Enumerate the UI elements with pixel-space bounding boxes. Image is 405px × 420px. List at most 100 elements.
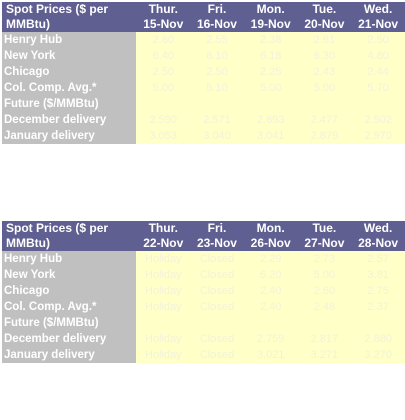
price-cell: 2.29 [243,251,298,267]
header-row: Spot Prices ($ per Thur. Fri. Mon. Tue. … [2,221,405,236]
price-cell: Closed [190,267,244,283]
price-cell: 3.270 [351,347,405,363]
column-date: 22-Nov [136,236,191,251]
header-row: MMBtu) 22-Nov 23-Nov 26-Nov 27-Nov 28-No… [2,236,405,251]
table-row: Henry Hub Holiday Closed 2.29 2.73 2.57 [2,251,405,267]
price-cell: Holiday [136,331,191,347]
price-cell: Holiday [136,299,191,315]
price-cell: Closed [190,251,244,267]
column-day: Mon. [243,221,298,236]
column-date: 19-Nov [243,17,298,32]
price-cell: 5.00 [297,80,352,96]
price-cell: 5.00 [297,267,352,283]
column-day: Mon. [243,2,298,17]
price-cell: 6.18 [243,48,298,64]
price-cell [297,315,352,331]
price-cell: 2.57 [351,251,405,267]
table-row: Future ($/MMBtu) [2,315,405,331]
table-row: New York Holiday Closed 6.20 5.00 3.81 [2,267,405,283]
header-row: MMBtu) 15-Nov 16-Nov 19-Nov 20-Nov 21-No… [2,17,405,32]
price-cell: 2.55 [190,32,244,48]
price-cell: Closed [190,347,244,363]
price-cell [351,96,405,112]
price-cell: 2.759 [243,331,298,347]
header-label-line-2: MMBtu) [2,17,137,32]
table-row: New York 6.40 6.10 6.18 6.30 4.80 [2,48,405,64]
price-cell: 2.502 [351,112,405,128]
spot-prices-table-1: Spot Prices ($ per Thur. Fri. Mon. Tue. … [2,2,405,144]
table-row: Chicago Holiday Closed 2.40 2.60 2.75 [2,283,405,299]
column-date: 16-Nov [190,17,244,32]
price-cell: 2.879 [297,128,352,144]
price-cell: 2.40 [243,283,298,299]
column-day: Thur. [136,2,191,17]
price-cell: 2.43 [297,64,352,80]
price-cell: 2.60 [297,283,352,299]
price-cell: 5.00 [136,80,191,96]
price-cell: 6.10 [190,48,244,64]
row-label: December delivery [2,331,137,347]
table-row: December delivery Holiday Closed 2.759 2… [2,331,405,347]
column-date: 26-Nov [243,236,298,251]
price-cell [136,96,191,112]
price-cell: 3.021 [243,347,298,363]
row-label: Henry Hub [2,32,137,48]
price-cell: 2.73 [297,251,352,267]
row-label: January delivery [2,128,137,144]
price-cell: 5.10 [190,80,244,96]
table-row: Henry Hub 2.60 2.55 2.38 2.61 2.50 [2,32,405,48]
row-label: January delivery [2,347,137,363]
column-day: Fri. [190,221,244,236]
row-label: Future ($/MMBtu) [2,96,137,112]
column-date: 15-Nov [136,17,191,32]
price-cell [190,315,244,331]
price-cell [243,96,298,112]
price-cell: 2.48 [297,299,352,315]
row-label: Henry Hub [2,251,137,267]
price-cell: 2.970 [351,128,405,144]
spot-prices-table-2: Spot Prices ($ per Thur. Fri. Mon. Tue. … [2,221,405,363]
price-cell: 2.40 [243,299,298,315]
table-row: Chicago 2.50 2.50 2.25 2.43 2.44 [2,64,405,80]
table-row: Col. Comp. Avg.* Holiday Closed 2.40 2.4… [2,299,405,315]
price-cell: 3.040 [190,128,244,144]
column-date: 27-Nov [297,236,352,251]
price-cell: 5.70 [351,80,405,96]
price-cell: 3.81 [351,267,405,283]
price-cell: 2.50 [190,64,244,80]
price-cell: 5.00 [243,80,298,96]
header-label-line-1: Spot Prices ($ per [2,221,137,236]
column-day: Wed. [351,221,405,236]
price-cell [297,96,352,112]
table-row: Future ($/MMBtu) [2,96,405,112]
row-label: December delivery [2,112,137,128]
price-cell: 2.60 [136,32,191,48]
price-cell [190,96,244,112]
price-cell: Closed [190,299,244,315]
column-day: Wed. [351,2,405,17]
price-cell: 3.053 [136,128,191,144]
price-cell: 4.80 [351,48,405,64]
price-cell: 3.271 [297,347,352,363]
price-cell: 2.44 [351,64,405,80]
row-label: New York [2,267,137,283]
column-day: Tue. [297,221,352,236]
row-label: Chicago [2,283,137,299]
price-cell: 3.041 [243,128,298,144]
price-cell: 2.693 [243,112,298,128]
price-cell: 2.38 [243,32,298,48]
price-cell: 6.20 [243,267,298,283]
table-row: January delivery 3.053 3.040 3.041 2.879… [2,128,405,144]
column-day: Tue. [297,2,352,17]
row-label: New York [2,48,137,64]
price-cell: 2.25 [243,64,298,80]
price-cell: Closed [190,283,244,299]
price-cell: 2.50 [351,32,405,48]
column-day: Fri. [190,2,244,17]
price-cell: 2.61 [297,32,352,48]
price-cell: Holiday [136,347,191,363]
price-cell: 6.40 [136,48,191,64]
row-label: Chicago [2,64,137,80]
price-cell: 2.37 [351,299,405,315]
column-day: Thur. [136,221,191,236]
